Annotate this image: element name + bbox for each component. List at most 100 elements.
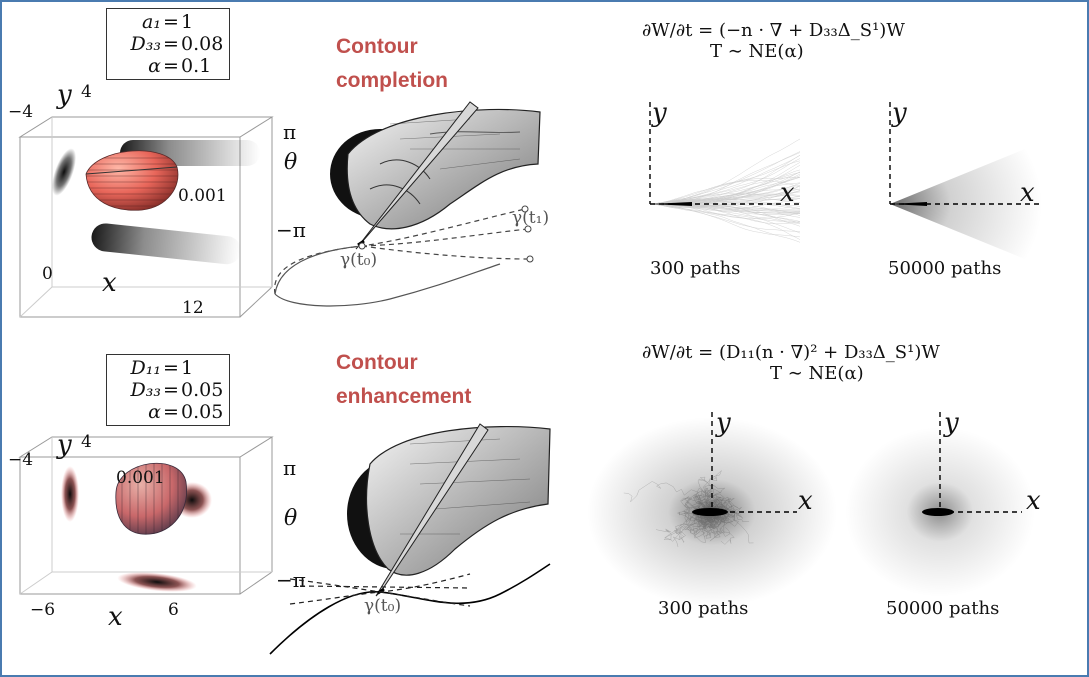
caption-50000-paths-bottom: 50000 paths — [886, 598, 1000, 619]
sample-path — [649, 200, 801, 210]
parameter-box-top: a₁ = 1 D₃₃ = 0.08 α = 0.1 — [106, 8, 231, 80]
sample-path — [655, 511, 711, 540]
theta-axis-label: θ — [284, 506, 298, 531]
sample-path — [649, 151, 801, 205]
sample-path — [703, 493, 725, 513]
gamma-t0-label: γ(t₀) — [364, 596, 402, 616]
simulation-50000-paths-bottom — [845, 412, 1035, 597]
sample-path — [649, 190, 801, 205]
x-min-label: 0 — [42, 264, 53, 284]
sample-path — [649, 172, 801, 205]
sample-path — [649, 199, 801, 224]
sample-path — [649, 203, 801, 214]
sample-path — [649, 152, 801, 205]
y-max-label: 4 — [81, 82, 92, 102]
sample-path — [694, 470, 722, 513]
param-row: D₃₃ = 0.08 — [130, 33, 224, 55]
theta-max-label: π — [283, 120, 297, 144]
sample-path — [650, 177, 801, 205]
sample-path — [649, 177, 801, 205]
sample-path — [650, 155, 801, 205]
gamma-t0-label: γ(t₀) — [340, 250, 378, 270]
param-row: α = 0.1 — [148, 55, 212, 77]
sample-path — [650, 138, 801, 205]
y-axis-label: y — [57, 430, 72, 460]
equation-top: ∂W/∂t = (−n · ∇ + D₃₃Δ_S¹)W T ∼ NE(α) — [642, 20, 905, 62]
drawing-hand-illustration-top — [274, 101, 541, 307]
x-max-label: 12 — [182, 298, 204, 318]
section-title-top: Contour completion — [336, 35, 449, 92]
sample-path — [649, 180, 801, 205]
y-max-label: 4 — [81, 432, 92, 452]
iso-level-label: 0.001 — [116, 468, 165, 488]
x-axis-label: x — [102, 268, 117, 298]
sample-path — [693, 505, 734, 524]
sample-path — [649, 203, 801, 224]
param-row: D₁₁ = 1 — [130, 357, 194, 379]
y-min-label: −4 — [8, 102, 34, 122]
sim-y-label: y — [944, 408, 959, 438]
sample-path — [649, 203, 801, 222]
y-min-label: −4 — [8, 450, 34, 470]
sample-path — [649, 171, 801, 205]
sample-path — [703, 511, 724, 537]
theta-min-label: −π — [276, 218, 306, 242]
sample-path — [703, 511, 723, 538]
caption-300-paths-bottom: 300 paths — [658, 598, 749, 619]
sample-path — [649, 203, 801, 232]
sample-path — [650, 171, 801, 205]
sample-path — [700, 501, 723, 528]
sim-x-label: x — [780, 178, 795, 208]
sample-path — [649, 193, 801, 205]
sim-y-label: y — [892, 98, 907, 128]
equation-bottom: ∂W/∂t = (D₁₁(n · ∇)² + D₃₃Δ_S¹)W T ∼ NE(… — [642, 342, 940, 384]
param-row: D₃₃ = 0.05 — [130, 379, 224, 401]
sim-x-label: x — [1026, 486, 1041, 516]
sample-path — [649, 158, 801, 205]
sample-path — [670, 511, 711, 544]
sample-path — [683, 479, 714, 513]
y-axis-label: y — [57, 80, 72, 110]
simulation-300-paths-top — [649, 102, 802, 243]
sample-path — [649, 160, 801, 205]
caption-300-paths-top: 300 paths — [650, 258, 741, 279]
sample-path — [649, 203, 801, 238]
sample-path — [649, 203, 801, 234]
sample-path — [649, 198, 801, 212]
theta-max-label: π — [283, 456, 297, 480]
sample-path — [649, 196, 801, 205]
sim-y-label: y — [716, 408, 731, 438]
sample-path — [649, 182, 801, 205]
sample-path — [649, 201, 801, 213]
sim-x-label: x — [1020, 178, 1035, 208]
simulation-300-paths-bottom — [587, 412, 837, 607]
kernel-3d-plot-top — [18, 116, 274, 318]
sample-path — [709, 511, 735, 545]
sample-path — [707, 507, 743, 523]
sample-path — [649, 188, 801, 205]
sample-path — [649, 188, 801, 206]
sample-path — [672, 511, 711, 547]
sample-path — [649, 203, 801, 243]
gamma-t1-label: γ(t₁) — [512, 208, 550, 228]
iso-level-label: 0.001 — [178, 186, 227, 206]
section-title-bottom: Contour enhancement — [336, 351, 472, 408]
sample-path — [649, 203, 801, 220]
sample-path — [649, 155, 801, 205]
sample-path — [649, 203, 801, 240]
sample-path — [677, 498, 711, 523]
drawing-hand-illustration-bottom — [269, 423, 551, 655]
sim-y-label: y — [652, 98, 667, 128]
sample-path — [692, 489, 712, 513]
x-axis-label: x — [108, 602, 123, 632]
sample-path — [696, 509, 735, 532]
x-max-label: 6 — [168, 600, 179, 620]
param-row: α = 0.05 — [148, 401, 224, 423]
sample-path — [706, 509, 730, 542]
sample-path — [709, 501, 731, 520]
theta-axis-label: θ — [284, 150, 298, 175]
simulation-50000-paths-top — [889, 102, 1042, 266]
sim-x-label: x — [798, 486, 813, 516]
kernel-3d-plot-bottom — [18, 436, 274, 595]
